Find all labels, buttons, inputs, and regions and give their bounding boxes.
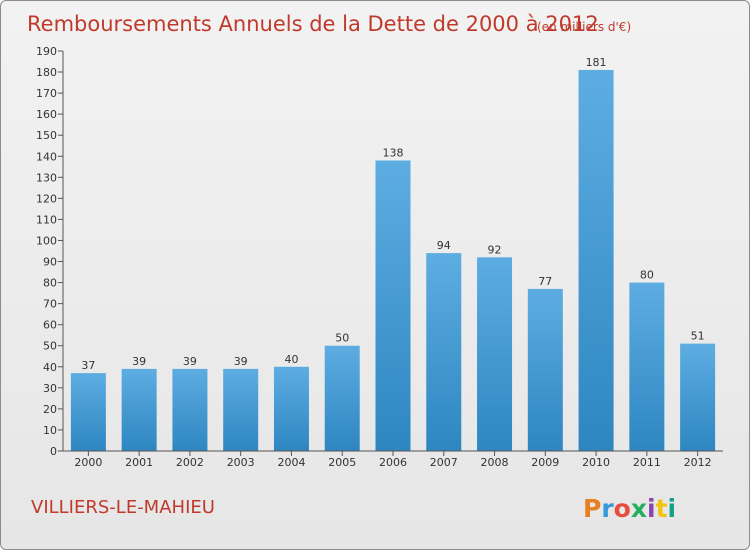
y-tick-label: 30 (43, 382, 57, 395)
y-tick-label: 190 (36, 45, 57, 58)
bar-value-label: 181 (586, 56, 607, 69)
bar (121, 368, 157, 451)
y-tick-label: 90 (43, 256, 57, 269)
bar (324, 345, 360, 451)
bar (223, 368, 259, 451)
x-tick-label: 2012 (684, 456, 712, 469)
y-tick-label: 70 (43, 298, 57, 311)
bar-value-label: 92 (488, 243, 502, 256)
bars-group: 37 39 39 39 40 50 138 94 92 77 181 80 51 (70, 56, 716, 452)
bar-value-label: 50 (335, 332, 349, 345)
y-tick-label: 80 (43, 277, 57, 290)
commune-name: VILLIERS-LE-MAHIEU (31, 497, 215, 518)
bar-value-label: 40 (284, 353, 298, 366)
bar (629, 282, 665, 451)
bar (273, 366, 309, 451)
y-tick-label: 140 (36, 150, 57, 163)
bar (477, 257, 513, 451)
x-tick-label: 2010 (582, 456, 610, 469)
bar (375, 160, 411, 451)
y-tick-label: 180 (36, 66, 57, 79)
y-axis: 0 10 20 30 40 50 60 70 80 90 100 110 120 130 140 150 160… (36, 45, 64, 458)
y-tick-label: 10 (43, 424, 57, 437)
bar (172, 368, 208, 451)
x-tick-label: 2005 (328, 456, 356, 469)
x-tick-label: 2006 (379, 456, 407, 469)
bar-value-label: 80 (640, 269, 654, 282)
y-tick-label: 120 (36, 192, 57, 205)
x-tick-label: 2000 (74, 456, 102, 469)
bar-value-label: 77 (538, 275, 552, 288)
y-tick-label: 110 (36, 213, 57, 226)
y-tick-label: 160 (36, 108, 57, 121)
x-tick-label: 2009 (531, 456, 559, 469)
chart-unit: (en milliers d'€) (537, 20, 631, 34)
bar-value-label: 39 (132, 355, 146, 368)
bar-value-label: 39 (234, 355, 248, 368)
bar (578, 69, 614, 452)
bar-value-label: 39 (183, 355, 197, 368)
y-tick-label: 40 (43, 361, 57, 374)
x-tick-label: 2003 (227, 456, 255, 469)
y-tick-label: 0 (50, 445, 57, 458)
bar-value-label: 51 (691, 330, 705, 343)
x-tick-label: 2011 (633, 456, 661, 469)
bar (426, 253, 462, 451)
y-tick-label: 150 (36, 129, 57, 142)
bar-value-label: 138 (383, 146, 404, 159)
proxiti-logo: Proxiti (583, 494, 676, 523)
bar-value-label: 94 (437, 239, 451, 252)
y-tick-label: 50 (43, 340, 57, 353)
x-tick-label: 2008 (481, 456, 509, 469)
y-tick-label: 100 (36, 234, 57, 247)
proxiti-wordmark: Proxiti (583, 494, 676, 523)
x-tick-label: 2004 (277, 456, 305, 469)
x-tick-label: 2002 (176, 456, 204, 469)
x-axis: 2000 2001 2002 2003 2004 2005 2006 2007 2008 2009… (63, 450, 723, 469)
x-tick-label: 2007 (430, 456, 458, 469)
bar (680, 343, 716, 451)
y-tick-label: 130 (36, 171, 57, 184)
y-tick-label: 60 (43, 319, 57, 332)
bar-value-label: 37 (81, 359, 95, 372)
bar (527, 288, 563, 451)
y-tick-label: 170 (36, 87, 57, 100)
x-tick-label: 2001 (125, 456, 153, 469)
bar (70, 373, 106, 451)
chart-title: Remboursements Annuels de la Dette de 20… (27, 12, 599, 36)
y-tick-label: 20 (43, 403, 57, 416)
